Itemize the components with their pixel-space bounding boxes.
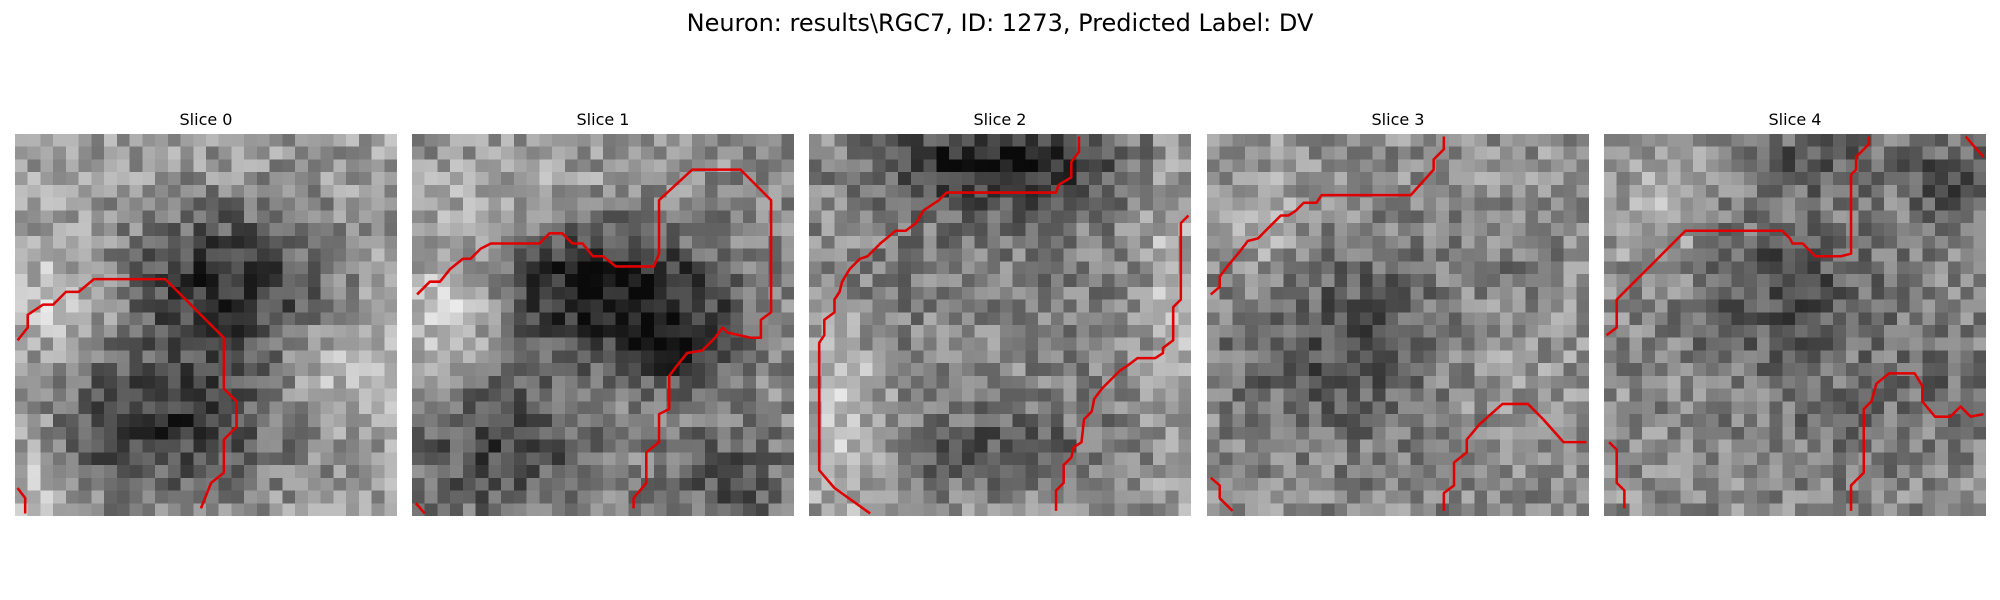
- slice-image: [15, 134, 397, 516]
- panel-title: Slice 0: [179, 110, 233, 129]
- contour-overlay: [16, 277, 238, 514]
- panel-slice-1: Slice 1: [412, 0, 794, 600]
- slice-image: [1207, 134, 1589, 516]
- panel-title: Slice 2: [973, 110, 1027, 129]
- pixel-grid: [1207, 134, 1589, 516]
- contour-line: [16, 277, 238, 509]
- contour-overlay: [1209, 136, 1587, 512]
- contour-overlay: [1605, 135, 1985, 511]
- pixel-grid: [412, 134, 794, 516]
- slice-image: [809, 134, 1191, 516]
- contour-line: [1608, 441, 1626, 509]
- contour-overlay: [414, 168, 773, 515]
- slice-image: [1604, 134, 1986, 516]
- panel-title: Slice 1: [576, 110, 630, 129]
- contour-line: [1849, 372, 1984, 511]
- contour-line: [1605, 136, 1871, 337]
- pixel-grid: [15, 134, 397, 516]
- contour-line: [817, 136, 1081, 515]
- contour-line: [1442, 402, 1587, 511]
- contour-line: [1054, 214, 1190, 511]
- panel-slice-4: Slice 4: [1604, 0, 1986, 600]
- contour-line: [1209, 476, 1234, 512]
- figure-title: Neuron: results\RGC7, ID: 1273, Predicte…: [686, 9, 1314, 37]
- panel-slice-0: Slice 0: [15, 0, 397, 600]
- pixel-grid: [1604, 134, 1986, 516]
- contour-line: [1964, 135, 1985, 158]
- panel-title: Slice 3: [1371, 110, 1425, 129]
- contour-line: [16, 487, 27, 514]
- panel-slice-3: Slice 3: [1207, 0, 1589, 600]
- contour-line: [1209, 136, 1446, 296]
- contour-line: [416, 168, 773, 509]
- contour-overlay: [817, 136, 1190, 515]
- contour-line: [414, 502, 426, 515]
- panel-slice-2: Slice 2: [809, 0, 1191, 600]
- pixel-grid: [809, 134, 1191, 516]
- slice-image: [412, 134, 794, 516]
- panel-title: Slice 4: [1768, 110, 1822, 129]
